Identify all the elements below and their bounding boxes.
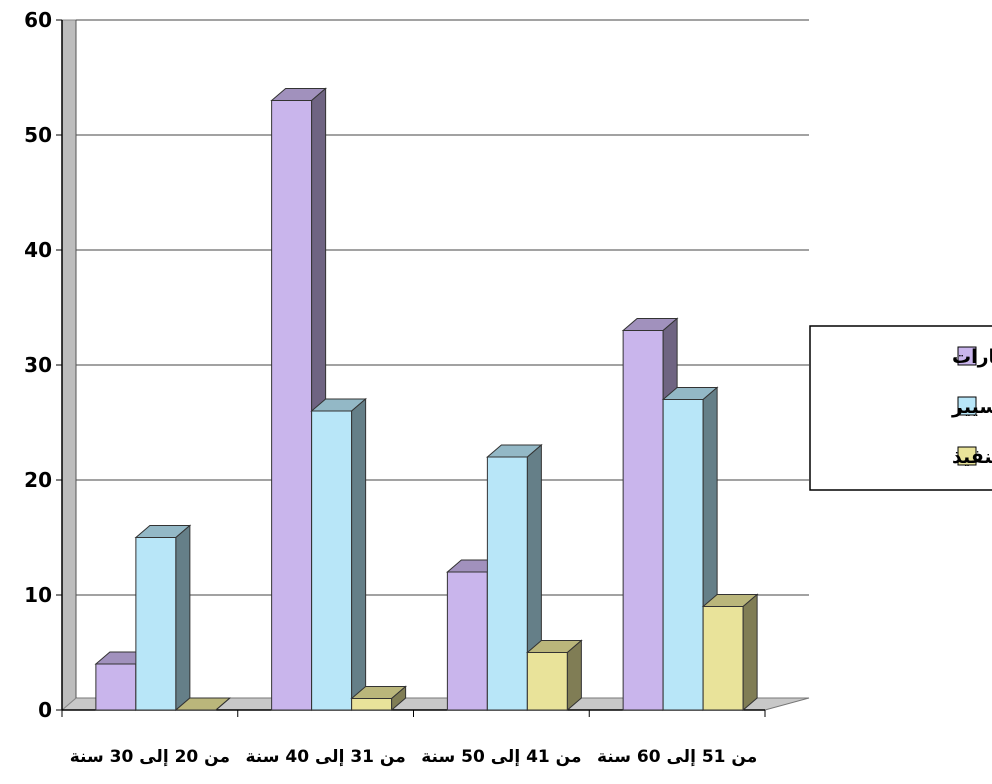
bar <box>174 697 232 711</box>
bar <box>350 685 407 712</box>
bar-front <box>526 652 568 711</box>
chart-side-wall <box>61 19 77 712</box>
bar-front <box>622 330 664 711</box>
bar-front <box>95 663 137 711</box>
bar-front <box>446 571 488 711</box>
x-tick-label: من 41 إلى 50 سنة <box>421 747 581 767</box>
legend-label: التسيير <box>951 396 992 418</box>
bars <box>94 87 759 712</box>
x-tick-label: من 51 إلى 60 سنة <box>597 747 757 767</box>
x-tick-label: من 20 إلى 30 سنة <box>70 747 230 767</box>
y-tick-label: 50 <box>24 123 52 147</box>
bar <box>526 639 583 712</box>
legend-swatch <box>957 396 977 416</box>
bar-front <box>135 537 177 711</box>
bar <box>661 386 719 712</box>
x-tick-label: من 31 إلى 40 سنة <box>246 747 406 767</box>
bar-front <box>702 606 744 711</box>
legend: الإطارات التسيير التنفيذ <box>809 325 992 491</box>
y-tick-label: 20 <box>24 468 52 492</box>
bar-front <box>662 399 704 711</box>
bar-front <box>311 410 353 711</box>
legend-label: التنفيذ <box>952 446 992 468</box>
bar-side <box>742 593 758 712</box>
y-tick-label: 30 <box>24 353 52 377</box>
bar-front <box>271 100 313 711</box>
bar-side <box>351 397 367 712</box>
y-tick-label: 10 <box>24 583 52 607</box>
bar-side <box>175 524 191 712</box>
y-tick-label: 60 <box>24 8 52 32</box>
bar-front <box>486 456 528 711</box>
bar-front <box>351 698 393 711</box>
bar-side <box>566 639 582 712</box>
bar <box>701 593 759 712</box>
y-tick-label: 40 <box>24 238 52 262</box>
legend-swatch <box>957 446 977 466</box>
bar <box>134 524 192 712</box>
x-axis-labels: من 20 إلى 30 سنة من 31 إلى 40 سنة من 41 إل… <box>70 747 757 767</box>
bar-side <box>391 685 407 712</box>
bar <box>486 443 543 712</box>
legend-swatch <box>957 346 977 366</box>
bar <box>310 397 367 712</box>
legend-label: الإطارات <box>952 346 992 368</box>
bar-side <box>215 697 231 711</box>
y-tick-label: 0 <box>38 698 52 722</box>
